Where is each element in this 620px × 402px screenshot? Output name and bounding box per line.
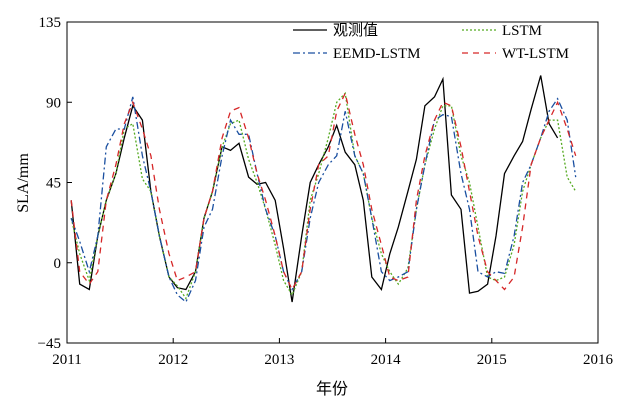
y-tick-label: −45	[38, 336, 61, 352]
legend-label-3: WT-LSTM	[502, 46, 569, 62]
legend-label-1: LSTM	[502, 23, 542, 39]
x-axis-label: 年份	[316, 380, 348, 398]
x-tick-label: 2012	[158, 352, 188, 368]
legend-label-0: 观测值	[333, 22, 378, 39]
y-tick-label: 0	[54, 256, 62, 272]
x-tick-label: 2015	[477, 352, 507, 368]
x-tick-label: 2013	[264, 352, 294, 368]
legend-label-2: EEMD-LSTM	[333, 46, 421, 62]
legend: 观测值 LSTM EEMD-LSTM WT-LSTM	[293, 22, 569, 62]
y-tick-label: 45	[46, 176, 61, 192]
series-line-2	[70, 96, 577, 304]
series-lines	[70, 75, 577, 304]
plot-frame	[66, 21, 599, 344]
y-tick-label: 90	[46, 95, 61, 111]
y-tick-label: 135	[39, 15, 62, 31]
x-tick-label: 2014	[371, 352, 402, 368]
y-axis-label: SLA/mm	[15, 153, 32, 213]
x-tick-label: 2016	[583, 352, 614, 368]
axis-ticks: 2011 2012 2013 2014 2015 2016 135 90 45 0 −45	[38, 15, 614, 368]
x-tick-label: 2011	[52, 352, 81, 368]
series-line-1	[70, 91, 577, 300]
series-line-3	[70, 91, 577, 291]
